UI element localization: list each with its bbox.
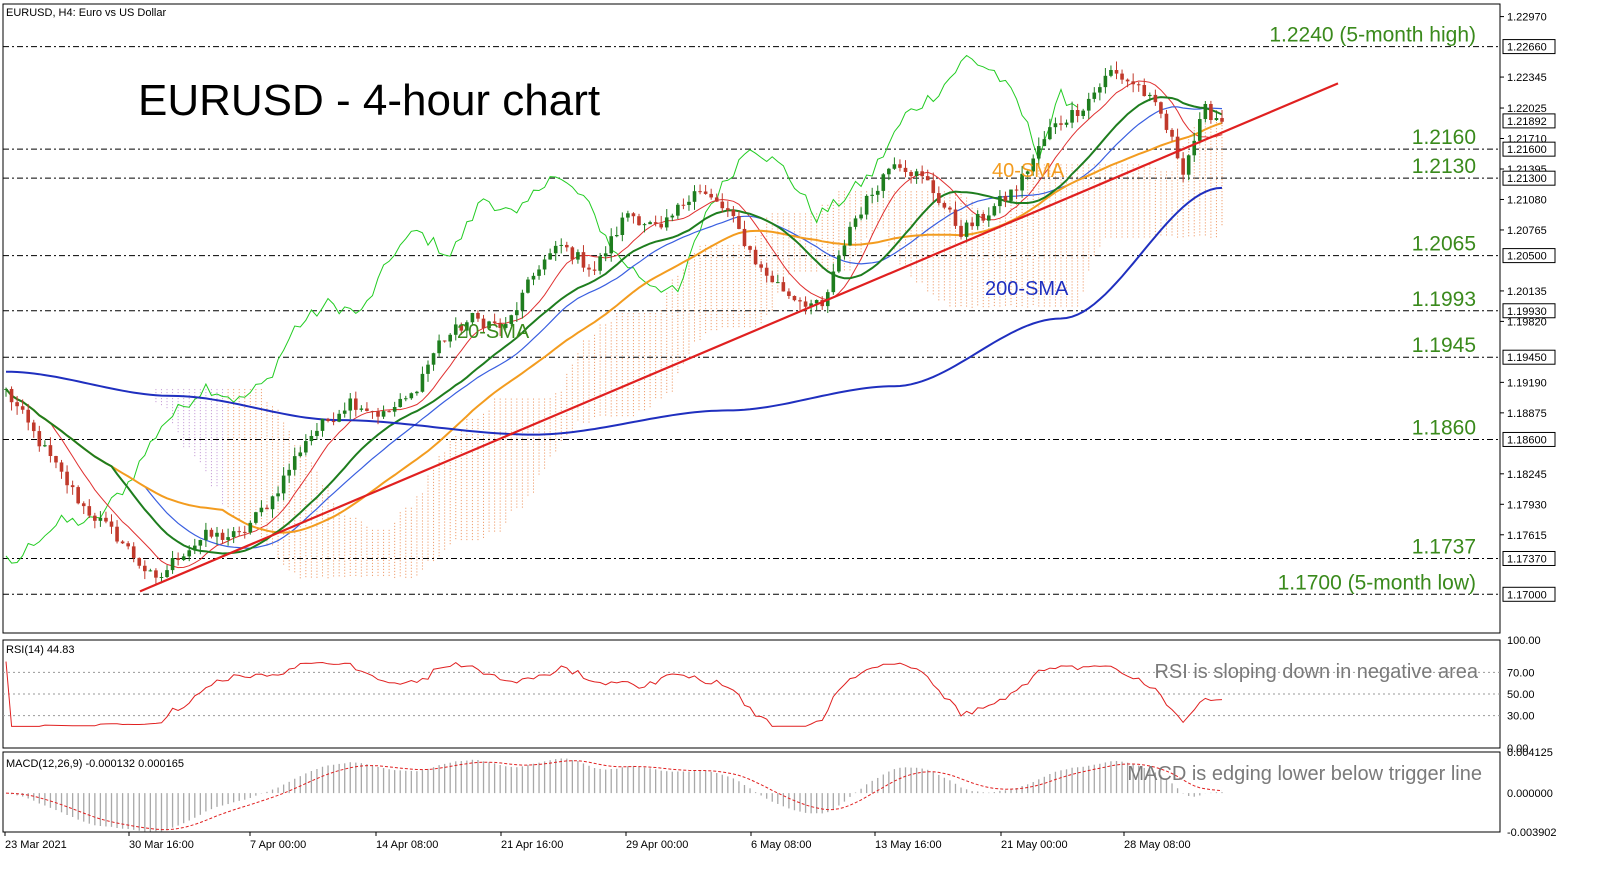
chart-canvas: 1.229701.223451.220251.217101.213951.210…: [0, 0, 1607, 877]
